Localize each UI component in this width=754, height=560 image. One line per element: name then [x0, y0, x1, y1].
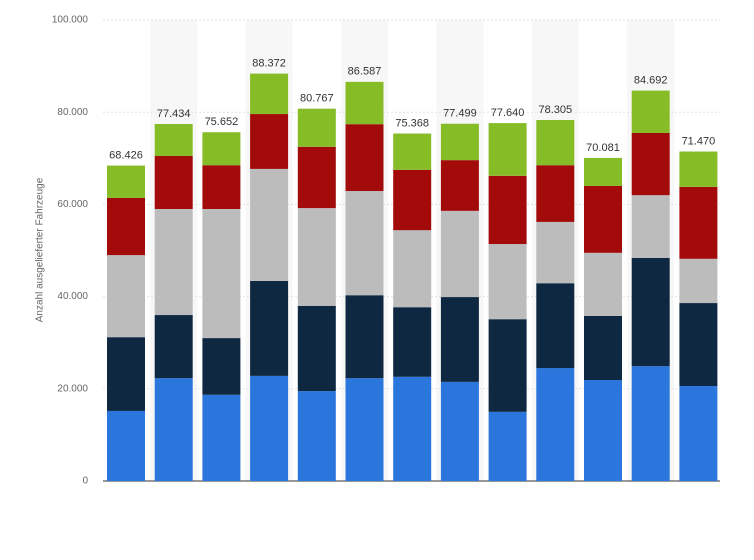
bar-segment	[631, 132, 670, 196]
bar-segment	[250, 375, 289, 481]
bar-segment	[536, 283, 575, 369]
bar-segment	[584, 157, 622, 186]
bar-segment	[631, 366, 670, 481]
bar-segment	[250, 168, 289, 281]
bar-segment	[631, 90, 670, 133]
bar-segment	[679, 386, 718, 481]
bar-segment	[393, 307, 432, 377]
bar-segment	[297, 391, 336, 481]
bar-segment	[536, 368, 575, 481]
bar-segment	[202, 165, 241, 210]
bar-segment	[440, 123, 479, 161]
bar-segment	[107, 255, 145, 338]
bar-segment	[202, 338, 241, 395]
bar-segment	[440, 160, 479, 211]
bar-segment	[107, 410, 145, 481]
total-label: 68.426	[109, 149, 143, 161]
bar-segment	[154, 124, 193, 156]
bar-segment	[202, 132, 241, 166]
y-tick-label: 80.000	[57, 107, 88, 118]
y-tick-label: 100.000	[52, 15, 89, 26]
bar-segment	[679, 186, 718, 259]
bar-segment	[297, 305, 336, 392]
bar-segment	[631, 257, 670, 367]
bar-segment	[345, 124, 384, 192]
bar-segment	[154, 155, 193, 210]
bar-segment	[631, 195, 670, 258]
bar-segment	[202, 209, 241, 339]
bar-segment	[393, 169, 432, 231]
bar-segment	[297, 208, 336, 306]
bar-segment	[297, 146, 336, 209]
bar-segment	[536, 165, 575, 222]
bar-segment	[536, 221, 575, 284]
bar-segment	[107, 197, 145, 256]
bar-segment	[679, 151, 718, 187]
bar-segment	[679, 303, 718, 387]
bar-segment	[154, 378, 193, 481]
bar-segment	[488, 411, 527, 481]
y-tick-label: 40.000	[57, 291, 88, 302]
total-label: 77.499	[443, 108, 477, 120]
y-tick-label: 0	[82, 476, 88, 487]
total-label: 77.640	[491, 107, 525, 119]
bar-segment	[488, 175, 527, 245]
total-label: 78.305	[538, 104, 572, 116]
bar-segment	[440, 297, 479, 382]
bar-segment	[584, 185, 622, 253]
bar-segment	[488, 319, 527, 412]
bar-segment	[440, 210, 479, 298]
bar-segment	[154, 209, 193, 316]
bar-segment	[488, 244, 527, 320]
bar-segment	[250, 280, 289, 376]
bar-segment	[488, 123, 527, 176]
y-axis-label: Anzahl ausgelieferter Fahrzeuge	[35, 177, 46, 322]
bar-segment	[679, 258, 718, 304]
bar-segment	[202, 394, 241, 481]
bar-segment	[345, 378, 384, 481]
y-tick-label: 60.000	[57, 199, 88, 210]
y-tick-label: 20.000	[57, 383, 88, 394]
bar-segment	[536, 120, 575, 166]
bar-segment	[393, 376, 432, 481]
bar-segment	[584, 315, 622, 381]
bar-segment	[345, 81, 384, 125]
bar-segment	[584, 380, 622, 481]
total-label: 77.434	[157, 108, 191, 120]
total-label: 86.587	[348, 66, 382, 78]
total-label: 70.081	[586, 142, 620, 154]
total-label: 75.652	[205, 116, 239, 128]
bar-segment	[393, 133, 432, 170]
bar-segment	[584, 252, 622, 316]
bar-segment	[250, 114, 289, 169]
total-label: 75.368	[395, 117, 429, 129]
bar-segment	[393, 230, 432, 308]
total-label: 88.372	[252, 58, 286, 70]
total-label: 84.692	[634, 74, 668, 86]
bar-segment	[107, 337, 145, 411]
bar-segment	[250, 73, 289, 115]
bar-segment	[297, 108, 336, 147]
bar-segment	[440, 381, 479, 481]
bar-segment	[154, 315, 193, 379]
total-label: 71.470	[682, 135, 716, 147]
bar-segment	[107, 165, 145, 198]
total-label: 80.767	[300, 93, 334, 105]
bar-segment	[345, 191, 384, 296]
bar-segment	[345, 295, 384, 379]
